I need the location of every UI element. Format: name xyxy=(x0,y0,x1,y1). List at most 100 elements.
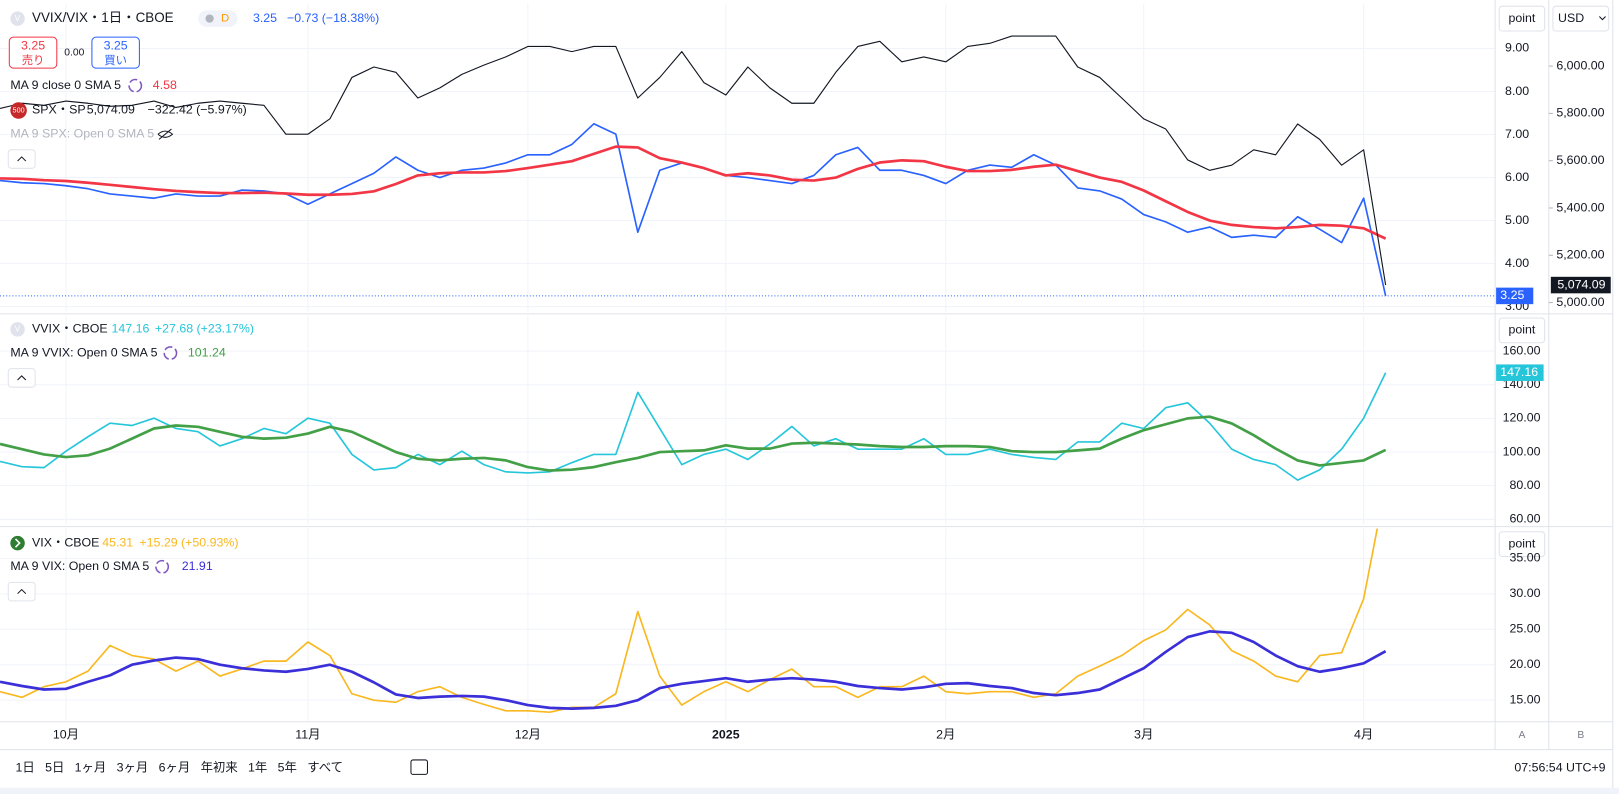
x-tick-label: 11月 xyxy=(295,727,320,741)
collapse-button[interactable] xyxy=(7,368,36,388)
y-tick-label: 30.00 xyxy=(1510,586,1541,600)
symbol-icon-text: V xyxy=(15,14,21,23)
y2-tick-label: 5,400.00 xyxy=(1556,200,1604,214)
y2-tick-label: 5,200.00 xyxy=(1556,248,1604,262)
x-tick-label: 10月 xyxy=(53,727,79,741)
indicator-name[interactable]: MA 9 close 0 SMA 5 xyxy=(10,78,121,92)
series-line xyxy=(0,35,1387,286)
indicator-name[interactable]: MA 9 VIX: Open 0 SMA 5 xyxy=(10,559,149,573)
range-button[interactable]: 3ヶ月 xyxy=(117,760,149,774)
y2-tick-label: 5,000.00 xyxy=(1556,295,1604,309)
range-button[interactable]: 年初来 xyxy=(201,760,238,774)
y-tick-label: 8.00 xyxy=(1505,84,1529,98)
date-range-icon[interactable] xyxy=(410,759,428,775)
last-value: 45.31 xyxy=(102,535,133,549)
interval-badge[interactable] xyxy=(198,10,238,27)
symbol-title[interactable]: VVIX・CBOE xyxy=(32,322,108,336)
scale-unit-button[interactable] xyxy=(1498,317,1546,344)
symbol-icon-text: V xyxy=(15,325,21,334)
y2-tick-label: 5,600.00 xyxy=(1556,153,1604,167)
range-button[interactable]: すべて xyxy=(307,760,343,774)
indicator-value: 4.58 xyxy=(153,78,177,92)
change: +15.29 (+50.93%) xyxy=(139,535,238,549)
series-line xyxy=(0,528,1379,714)
symbol-icon xyxy=(10,535,25,551)
x-tick-label: 3月 xyxy=(1134,727,1153,741)
refresh-icon[interactable] xyxy=(163,346,178,361)
price-tag-label: 147.16 xyxy=(1500,365,1538,379)
bottom-strip xyxy=(0,787,1619,794)
range-button[interactable]: 1ヶ月 xyxy=(75,760,107,774)
price-tag xyxy=(1496,287,1534,305)
scale-unit: point xyxy=(1509,11,1536,25)
y2-tick-label: 6,000.00 xyxy=(1556,58,1604,72)
price-tag-label: 3.25 xyxy=(1500,288,1524,302)
range-button[interactable]: 5年 xyxy=(278,760,297,774)
price-tag-label: 5,074.09 xyxy=(1557,277,1605,291)
hide-icon[interactable] xyxy=(157,128,174,140)
range-button[interactable]: 6ヶ月 xyxy=(159,760,191,774)
sell-button[interactable] xyxy=(8,36,58,69)
scale-b[interactable]: B xyxy=(1577,730,1584,741)
y-tick-label: 60.00 xyxy=(1510,512,1541,526)
scale-unit-button[interactable] xyxy=(1498,531,1546,558)
collapse-button[interactable] xyxy=(7,149,36,169)
compare-symbol[interactable]: SPX・SP xyxy=(32,103,86,117)
y-tick-label: 120.00 xyxy=(1503,411,1541,425)
range-button[interactable]: 5日 xyxy=(45,760,64,774)
change: +27.68 (+23.17%) xyxy=(155,322,254,336)
series-line xyxy=(0,415,1387,472)
y-tick-label: 35.00 xyxy=(1510,551,1541,565)
scale-unit: point xyxy=(1509,536,1536,550)
symbol-title[interactable]: VIX・CBOE xyxy=(32,535,99,549)
last-value: 3.25 xyxy=(253,11,277,25)
indicator-name[interactable]: MA 9 VVIX: Open 0 SMA 5 xyxy=(10,345,157,359)
series-line xyxy=(0,122,1387,297)
change: −0.73 (−18.38%) xyxy=(287,11,379,25)
spread: 0.00 xyxy=(64,47,84,58)
y-tick-label: 15.00 xyxy=(1510,692,1541,706)
sell-label: 売り xyxy=(22,54,45,67)
spx-icon xyxy=(10,102,27,119)
x-tick-label: 12月 xyxy=(515,727,541,741)
price-tag xyxy=(1496,364,1544,381)
symbol-icon-arrow xyxy=(14,538,21,548)
scale-unit-button[interactable] xyxy=(1498,5,1546,32)
compare-value: 5,074.09 xyxy=(87,103,135,117)
auto-scale[interactable]: A xyxy=(1518,730,1525,741)
chevron xyxy=(17,375,27,381)
series-line xyxy=(0,145,1387,240)
sell-price: 3.25 xyxy=(21,39,45,53)
buy-label: 買い xyxy=(104,54,127,67)
indicator-value: 101.24 xyxy=(188,345,226,359)
refresh-icon[interactable] xyxy=(155,559,170,574)
price-tag xyxy=(1550,276,1611,294)
badge-text: D xyxy=(221,13,229,25)
symbol-title[interactable]: VVIX/VIX・1日・CBOE xyxy=(32,10,174,25)
y-tick-label: 80.00 xyxy=(1510,478,1541,492)
collapse-button[interactable] xyxy=(7,581,36,602)
range-button[interactable]: 1年 xyxy=(248,760,267,774)
buy-button[interactable] xyxy=(91,36,140,69)
spx-icon-text: 500 xyxy=(13,105,25,114)
refresh-icon[interactable] xyxy=(128,78,143,93)
compare-change: −322.42 (−5.97%) xyxy=(148,103,247,117)
y-tick-label: 20.00 xyxy=(1510,657,1541,671)
range-button[interactable]: 1日 xyxy=(16,760,35,774)
y-tick-label: 9.00 xyxy=(1505,41,1529,55)
scale-unit: point xyxy=(1509,323,1536,337)
y-tick-label: 4.00 xyxy=(1505,256,1529,270)
hidden-indicator[interactable]: MA 9 SPX: Open 0 SMA 5 xyxy=(10,126,154,140)
buy-price: 3.25 xyxy=(104,39,128,53)
range-toolbar: 1日 5日 1ヶ月 3ヶ月 6ヶ月 年初来 1年 5年 すべて xyxy=(16,760,343,774)
badge-dot xyxy=(205,14,214,23)
pane-lines xyxy=(0,528,1387,714)
x-tick-label: 2025 xyxy=(712,727,740,741)
y-tick-label: 6.00 xyxy=(1505,170,1529,184)
pane-lines xyxy=(0,372,1387,481)
y-tick-label: 7.00 xyxy=(1505,127,1529,141)
currency-button[interactable] xyxy=(1552,5,1610,32)
dropdown-arrow xyxy=(1599,16,1606,21)
